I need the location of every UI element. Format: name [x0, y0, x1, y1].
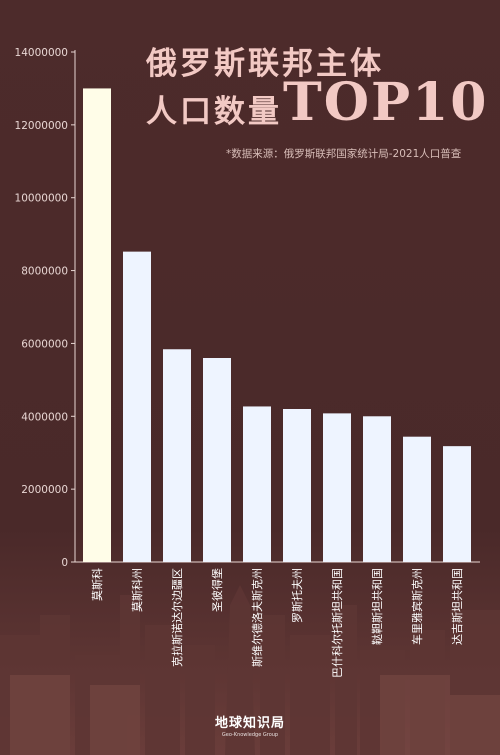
category-label: 克拉斯诺达尔边疆区: [170, 568, 184, 667]
title-top10: TOP10: [283, 72, 489, 133]
y-tick-label: 14000000: [15, 47, 68, 59]
y-tick-label: 0: [61, 557, 68, 569]
bar-2: [123, 251, 151, 562]
bar-5: [243, 406, 271, 562]
logo-name-en: Geo-Knowledge Group: [221, 732, 279, 738]
category-label: 车里雅宾斯克州: [410, 568, 424, 645]
bar-7: [323, 413, 351, 562]
title-line-1: 俄罗斯联邦主体: [146, 46, 384, 82]
category-label: 罗斯托夫州: [290, 568, 304, 623]
y-axis-ticks: 0 2000000 4000000 6000000 8000000 10000000 120…: [15, 47, 75, 569]
logo: 地球知识局 Geo-Knowledge Group: [0, 712, 500, 738]
bar-1: [83, 88, 111, 562]
y-tick-label: 2000000: [21, 484, 68, 496]
category-label: 圣彼得堡: [210, 568, 224, 612]
y-tick-label: 8000000: [21, 266, 68, 278]
bar-3: [163, 349, 191, 562]
category-label: 达吉斯坦共和国: [450, 568, 464, 645]
y-tick-label: 12000000: [15, 120, 68, 132]
y-tick-label: 4000000: [21, 411, 68, 423]
category-label: 巴什科尔托斯坦共和国: [330, 568, 344, 678]
bar-10: [443, 446, 471, 562]
bar-8: [363, 416, 391, 562]
category-label: 斯维尔德洛夫斯克州: [250, 568, 264, 667]
logo-name-cn: 地球知识局: [214, 716, 285, 731]
bars: [83, 88, 471, 562]
data-source-note: *数据来源：俄罗斯联邦国家统计局-2021人口普查: [226, 148, 462, 160]
x-axis-labels: 莫斯科 莫斯科州 克拉斯诺达尔边疆区 圣彼得堡 斯维尔德洛夫斯克州 罗斯托夫州 巴什科尔托斯…: [90, 568, 464, 678]
bar-6: [283, 409, 311, 562]
category-label: 莫斯科: [90, 568, 104, 601]
title-line-2: 人口数量: [146, 94, 282, 130]
bar-9: [403, 436, 431, 562]
bar-4: [203, 358, 231, 562]
y-tick-label: 6000000: [21, 338, 68, 350]
y-tick-label: 10000000: [15, 193, 68, 205]
category-label: 鞑靼斯坦共和国: [370, 568, 384, 645]
category-label: 莫斯科州: [130, 568, 144, 612]
city-skyline-background: [0, 585, 500, 755]
